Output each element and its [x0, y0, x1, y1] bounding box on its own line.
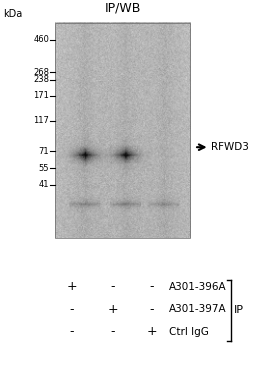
- Text: 71: 71: [38, 147, 49, 155]
- Text: 460: 460: [33, 35, 49, 44]
- Text: Ctrl IgG: Ctrl IgG: [169, 327, 209, 337]
- Text: -: -: [110, 325, 115, 338]
- Text: 41: 41: [38, 180, 49, 189]
- Text: A301-397A: A301-397A: [169, 304, 227, 314]
- Text: A301-396A: A301-396A: [169, 282, 227, 292]
- Text: IP/WB: IP/WB: [104, 2, 141, 15]
- Text: RFWD3: RFWD3: [211, 142, 249, 152]
- Text: IP: IP: [233, 305, 243, 315]
- Text: 268: 268: [33, 68, 49, 77]
- Text: +: +: [67, 280, 77, 293]
- Text: -: -: [70, 303, 74, 316]
- Text: 117: 117: [33, 116, 49, 125]
- Text: -: -: [110, 280, 115, 293]
- Text: 238: 238: [33, 75, 49, 84]
- Text: kDa: kDa: [3, 9, 22, 19]
- Text: +: +: [107, 303, 118, 316]
- Text: -: -: [150, 280, 154, 293]
- Text: 171: 171: [33, 92, 49, 101]
- Text: -: -: [70, 325, 74, 338]
- Text: +: +: [146, 325, 157, 338]
- Text: 55: 55: [38, 164, 49, 173]
- Bar: [55, 23, 190, 239]
- Text: -: -: [150, 303, 154, 316]
